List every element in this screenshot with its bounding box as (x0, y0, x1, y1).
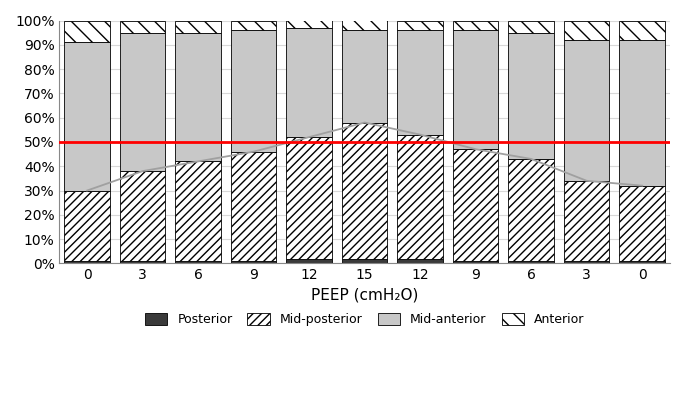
Legend: Posterior, Mid-posterior, Mid-anterior, Anterior: Posterior, Mid-posterior, Mid-anterior, … (141, 310, 588, 330)
Bar (397, 259, 443, 263)
Bar (120, 21, 165, 33)
Bar (397, 21, 443, 30)
Bar (64, 190, 110, 261)
Bar (508, 33, 554, 159)
Bar (508, 261, 554, 263)
Bar (619, 21, 665, 40)
Bar (508, 159, 554, 261)
Bar (231, 261, 277, 263)
Bar (64, 42, 110, 190)
Bar (286, 137, 332, 259)
Bar (453, 149, 499, 261)
Bar (342, 122, 388, 259)
Bar (64, 261, 110, 263)
Bar (175, 162, 221, 261)
Bar (453, 261, 499, 263)
Bar (286, 21, 332, 28)
Bar (175, 33, 221, 162)
Bar (397, 30, 443, 135)
Bar (564, 181, 610, 261)
Bar (619, 40, 665, 186)
Bar (175, 261, 221, 263)
Bar (453, 30, 499, 149)
Bar (564, 40, 610, 181)
Bar (64, 21, 110, 42)
Bar (619, 261, 665, 263)
Bar (231, 30, 277, 152)
Bar (564, 261, 610, 263)
Bar (286, 28, 332, 137)
Bar (120, 261, 165, 263)
Bar (175, 21, 221, 33)
Bar (120, 171, 165, 261)
Bar (342, 259, 388, 263)
Bar (564, 21, 610, 40)
Bar (508, 21, 554, 33)
Bar (342, 30, 388, 122)
Bar (397, 135, 443, 259)
Bar (619, 186, 665, 261)
Bar (286, 259, 332, 263)
Bar (342, 21, 388, 30)
Bar (453, 21, 499, 30)
X-axis label: PEEP (cmH₂O): PEEP (cmH₂O) (311, 288, 419, 303)
Bar (231, 152, 277, 261)
Bar (231, 21, 277, 30)
Bar (120, 33, 165, 171)
